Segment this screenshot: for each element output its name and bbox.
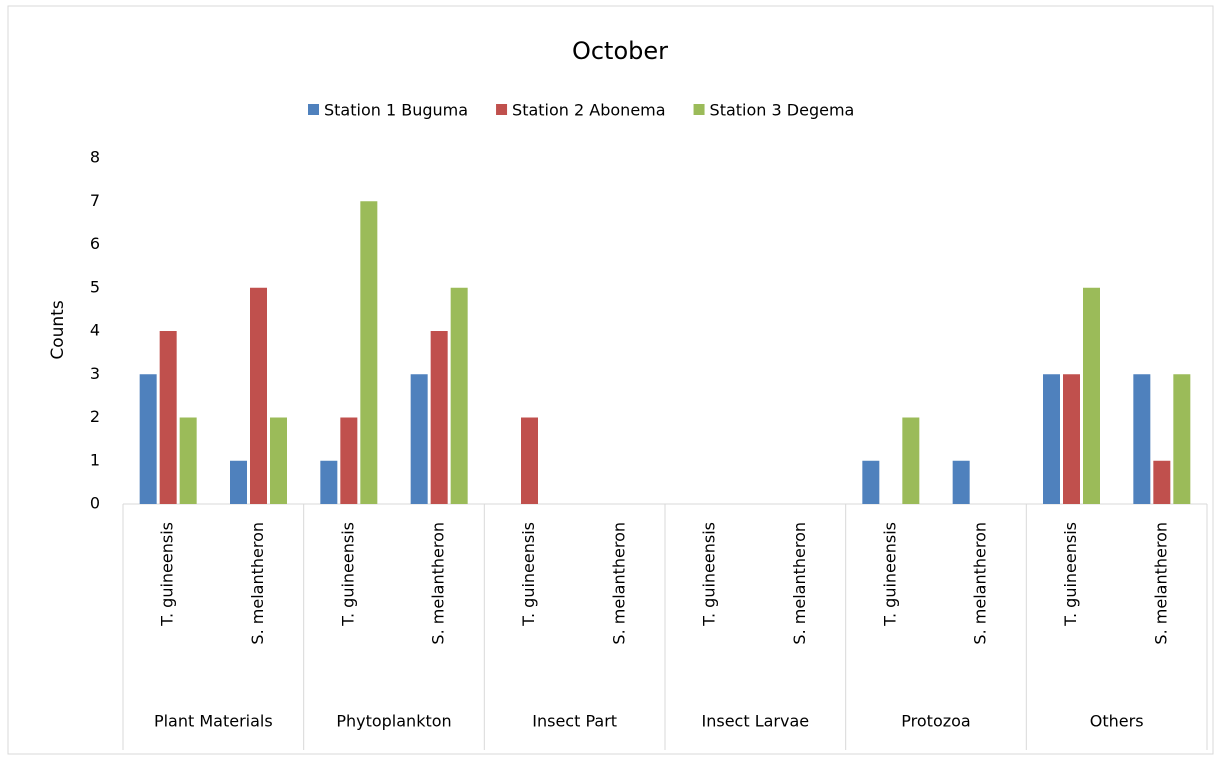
x-tick-label: S. melantheron	[790, 522, 809, 645]
x-tick-label: T. guineensis	[700, 522, 719, 627]
y-tick-label: 6	[90, 234, 100, 253]
y-tick-label: 1	[90, 450, 100, 469]
group-label: Plant Materials	[154, 712, 273, 731]
y-tick-label: 2	[90, 407, 100, 426]
bar	[230, 460, 247, 504]
legend-label: Station 2 Abonema	[512, 101, 666, 120]
legend-label: Station 1 Buguma	[324, 101, 468, 120]
bar	[521, 417, 538, 504]
bar	[250, 287, 267, 504]
legend-swatch	[693, 104, 705, 115]
legend-swatch	[496, 104, 508, 115]
bar	[340, 417, 358, 504]
bar	[1153, 460, 1171, 504]
y-tick-label: 4	[90, 321, 100, 340]
legend-label: Station 3 Degema	[710, 101, 855, 120]
chart-title: October	[572, 37, 668, 65]
y-tick-label: 5	[90, 277, 100, 296]
bar	[1063, 374, 1080, 504]
bar	[1043, 374, 1060, 504]
group-label: Protozoa	[901, 712, 970, 731]
group-label: Insect Larvae	[702, 712, 810, 731]
bar	[139, 374, 157, 504]
bar	[360, 201, 378, 504]
bar	[1133, 374, 1151, 504]
group-label: Insect Part	[532, 712, 617, 731]
x-tick-label: T. guineensis	[338, 522, 357, 627]
y-tick-label: 8	[90, 148, 100, 167]
x-tick-label: T. guineensis	[880, 522, 899, 627]
bar	[862, 460, 880, 504]
bar	[159, 331, 177, 504]
bar	[952, 460, 970, 504]
bar	[430, 331, 448, 504]
group-label: Phytoplankton	[336, 712, 451, 731]
x-tick-label: S. melantheron	[609, 522, 628, 645]
legend-swatch	[308, 104, 319, 115]
x-tick-label: T. guineensis	[519, 522, 538, 627]
bar	[270, 417, 287, 504]
bar	[450, 287, 468, 504]
y-tick-label: 3	[90, 364, 100, 383]
bar	[902, 417, 920, 504]
x-tick-label: S. melantheron	[971, 522, 990, 645]
y-tick-label: 0	[90, 494, 100, 513]
group-label: Others	[1090, 712, 1144, 731]
x-tick-label: S. melantheron	[1151, 522, 1170, 645]
bar	[320, 460, 338, 504]
x-tick-label: T. guineensis	[158, 522, 177, 627]
bar	[1083, 287, 1100, 504]
x-tick-label: S. melantheron	[429, 522, 448, 645]
x-tick-label: T. guineensis	[1061, 522, 1080, 627]
bar	[1173, 374, 1191, 504]
x-tick-label: S. melantheron	[248, 522, 267, 645]
chart-border	[7, 5, 1214, 755]
bar	[179, 417, 197, 504]
bar	[410, 374, 428, 504]
y-tick-label: 7	[90, 191, 100, 210]
y-axis-label: Counts	[48, 300, 68, 359]
